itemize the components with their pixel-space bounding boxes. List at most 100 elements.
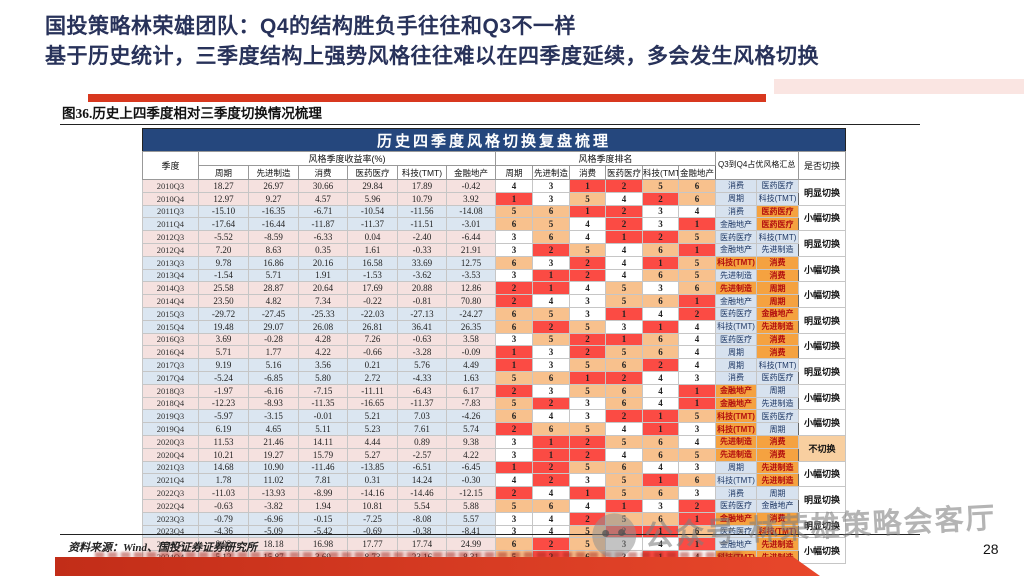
rank-cell: 3	[532, 255, 570, 270]
return-cell: 1.78	[198, 473, 249, 488]
return-cell: 12.97	[198, 191, 249, 206]
rank-cell: 3	[532, 383, 570, 398]
quarter-cell: 2022Q4	[142, 498, 199, 513]
rank-cell: 1	[532, 268, 570, 283]
return-cell: 20.16	[298, 255, 348, 270]
rank-cell: 4	[605, 191, 643, 206]
rank-cell: 4	[605, 268, 643, 283]
return-cell: -8.93	[248, 396, 299, 411]
rank-cell: 4	[532, 409, 570, 424]
rank-cell: 1	[678, 396, 716, 411]
rank-cell: 4	[569, 230, 606, 244]
rank-cell: 3	[532, 179, 570, 193]
return-cell: -25.33	[298, 306, 348, 321]
return-cell: 7.81	[298, 473, 348, 488]
style-switch-table: 历史四季度风格切换复盘梳理 季度 风格季度收益率(%) 风格季度排名 Q3到Q4…	[142, 128, 847, 564]
return-cell: -6.85	[248, 370, 299, 385]
rank-cell: 4	[569, 217, 606, 232]
return-cell: 5.76	[397, 358, 447, 372]
rank-cell: 2	[495, 294, 533, 308]
summary-style-cell: 金融地产	[756, 498, 799, 513]
return-cell: 6.19	[198, 422, 249, 436]
rank-cell: 6	[532, 230, 570, 244]
return-cell: 30.66	[298, 179, 348, 193]
return-cell: 17.89	[397, 179, 447, 193]
rank-cell: 2	[569, 447, 606, 462]
wechat-icon	[591, 512, 638, 559]
return-cell: 29.84	[347, 179, 398, 193]
rank-cell: 5	[569, 242, 606, 257]
rank-cell: 3	[532, 345, 570, 360]
return-cell: -1.53	[347, 268, 398, 283]
rank-cell: 3	[495, 230, 533, 244]
rank-cell: 1	[642, 255, 679, 270]
switch-cell: 小幅切换	[797, 537, 847, 564]
rank-cell: 2	[532, 537, 570, 552]
return-cell: 5.11	[298, 422, 348, 436]
rank-cell: 6	[495, 537, 533, 552]
return-cell: -2.40	[397, 230, 447, 244]
rank-cell: 1	[495, 345, 533, 360]
return-cell: -12.15	[446, 486, 496, 500]
return-cell: -6.43	[397, 383, 447, 398]
rank-cell: 4	[678, 345, 716, 360]
return-cell: -0.09	[446, 345, 496, 360]
return-cell: -8.99	[298, 486, 348, 500]
return-cell: 7.26	[347, 332, 398, 347]
return-cell: 3.56	[298, 358, 348, 372]
return-cell: -2.57	[397, 447, 447, 462]
rank-cell: 5	[605, 486, 643, 500]
header-ranks-group: 风格季度排名	[495, 151, 716, 166]
return-cell: 14.24	[397, 473, 447, 488]
rank-cell: 3	[495, 434, 533, 449]
return-cell: 26.08	[298, 319, 348, 334]
header-switch: 是否切换	[797, 151, 847, 180]
rank-cell: 5	[495, 396, 533, 411]
summary-style-cell: 科技(TMT)	[715, 255, 757, 270]
return-cell: 26.35	[446, 319, 496, 334]
rank-cell: 2	[605, 179, 643, 193]
return-cell: -7.25	[347, 511, 398, 526]
rank-cell: 1	[605, 230, 643, 244]
return-cell: -6.71	[298, 204, 348, 219]
return-cell: -3.01	[446, 217, 496, 232]
rank-cell: 2	[642, 358, 679, 372]
rank-cell: 6	[642, 486, 679, 500]
quarter-cell: 2014Q4	[142, 294, 199, 308]
rank-cell: 1	[495, 358, 533, 372]
return-cell: -11.37	[397, 396, 447, 411]
return-cell: -14.08	[446, 204, 496, 219]
summary-style-cell: 科技(TMT)	[715, 409, 757, 424]
quarter-cell: 2019Q3	[142, 409, 199, 424]
quarter-cell: 2012Q4	[142, 242, 199, 257]
return-cell: 19.48	[198, 319, 249, 334]
rank-cell: 6	[495, 255, 533, 270]
rank-cell: 5	[569, 422, 606, 436]
rank-cell: 2	[569, 434, 606, 449]
summary-style-cell: 周期	[756, 486, 799, 500]
quarter-cell: 2012Q3	[142, 230, 199, 244]
switch-cell: 明显切换	[797, 179, 847, 206]
return-cell: 0.35	[298, 242, 348, 257]
summary-style-cell: 先进制造	[756, 319, 799, 334]
quarter-cell: 2010Q4	[142, 191, 199, 206]
return-cell: 19.27	[248, 447, 299, 462]
summary-style-cell: 消费	[715, 370, 757, 385]
summary-style-cell: 金融地产	[715, 217, 757, 232]
rank-cell: 1	[569, 179, 606, 193]
summary-style-cell: 消费	[715, 204, 757, 219]
rank-cell: 3	[569, 306, 606, 321]
return-cell: 14.11	[298, 434, 348, 449]
return-cell: 5.88	[446, 498, 496, 513]
summary-style-cell: 先进制造	[715, 268, 757, 283]
quarter-cell: 2023Q4	[142, 524, 199, 539]
rank-cell: 5	[678, 230, 716, 244]
rank-cell: 2	[532, 460, 570, 475]
rank-cell: 2	[605, 204, 643, 219]
return-cell: 11.53	[198, 434, 249, 449]
rank-cell: 2	[532, 242, 570, 257]
summary-style-cell: 科技(TMT)	[756, 358, 799, 372]
table-container: 历史四季度风格切换复盘梳理 季度 风格季度收益率(%) 风格季度排名 Q3到Q4…	[142, 128, 847, 564]
footer-rule	[60, 534, 920, 535]
return-cell: -16.44	[248, 217, 299, 232]
